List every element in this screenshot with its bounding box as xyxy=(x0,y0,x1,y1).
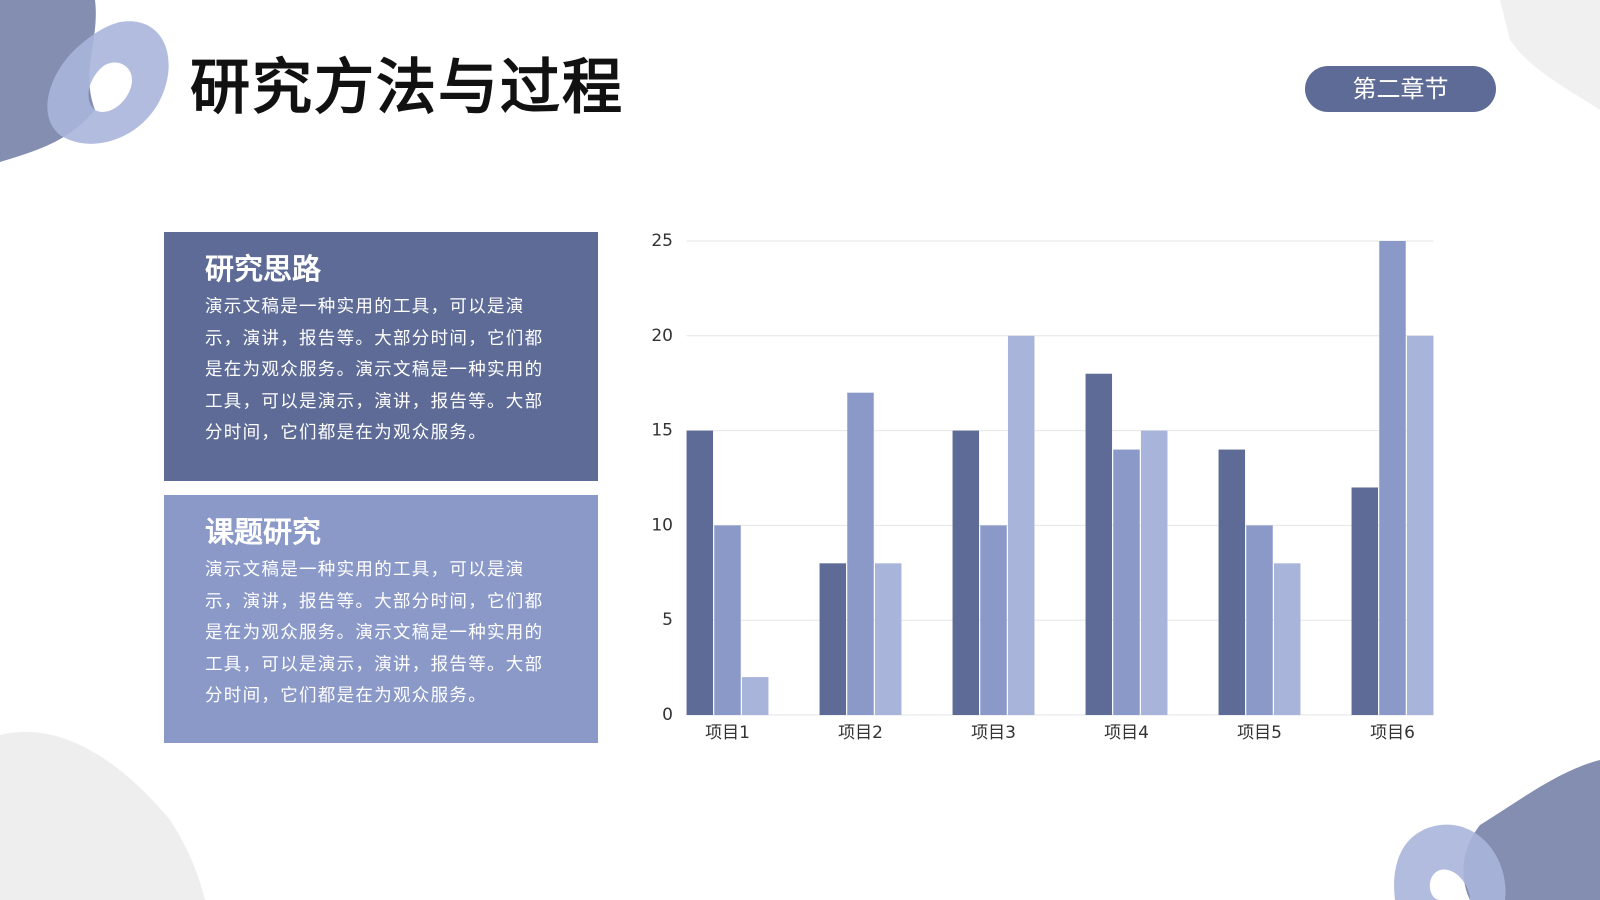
bar xyxy=(741,677,769,715)
bar xyxy=(714,525,741,715)
y-tick-label: 20 xyxy=(651,326,673,346)
panel-heading: 研究思路 xyxy=(205,252,322,286)
bar xyxy=(819,563,847,715)
decor-blob xyxy=(0,731,205,900)
panel-heading: 课题研究 xyxy=(205,515,322,549)
decor-blob xyxy=(1500,0,1600,110)
x-tick-label: 项目4 xyxy=(1104,723,1149,743)
text-panel: 研究思路 演示文稿是一种实用的工具，可以是演示，演讲，报告等。大部分时间，它们都… xyxy=(164,232,598,481)
bar xyxy=(1379,241,1406,715)
x-tick-label: 项目2 xyxy=(838,723,883,743)
y-tick-label: 0 xyxy=(662,705,673,725)
x-tick-label: 项目3 xyxy=(971,723,1016,743)
bar xyxy=(874,563,902,715)
y-tick-label: 15 xyxy=(651,421,673,441)
bar xyxy=(686,430,714,715)
decor-ring xyxy=(1394,824,1506,900)
x-tick-label: 项目6 xyxy=(1370,723,1415,743)
text-panel: 课题研究 演示文稿是一种实用的工具，可以是演示，演讲，报告等。大部分时间，它们都… xyxy=(164,495,598,743)
decor-ring xyxy=(47,21,169,144)
y-tick-label: 25 xyxy=(651,231,673,251)
bar xyxy=(1246,525,1273,715)
chapter-badge: 第二章节 xyxy=(1305,66,1496,112)
bar xyxy=(1218,449,1246,715)
bar xyxy=(1007,335,1035,715)
bar xyxy=(1085,373,1113,715)
bar xyxy=(1351,487,1379,715)
x-tick-label: 项目1 xyxy=(705,723,750,743)
bar xyxy=(980,525,1007,715)
bar xyxy=(1406,335,1434,715)
x-tick-label: 项目5 xyxy=(1237,723,1282,743)
panel-body: 演示文稿是一种实用的工具，可以是演示，演讲，报告等。大部分时间，它们都是在为观众… xyxy=(205,560,544,707)
y-tick-label: 10 xyxy=(651,515,673,535)
bar xyxy=(952,430,980,715)
bar xyxy=(1113,449,1140,715)
bar xyxy=(847,392,874,715)
y-tick-label: 5 xyxy=(662,610,673,630)
bar xyxy=(1273,563,1301,715)
bar xyxy=(1140,430,1168,715)
panel-body: 演示文稿是一种实用的工具，可以是演示，演讲，报告等。大部分时间，它们都是在为观众… xyxy=(205,297,544,444)
slide-title: 研究方法与过程 xyxy=(190,53,624,123)
